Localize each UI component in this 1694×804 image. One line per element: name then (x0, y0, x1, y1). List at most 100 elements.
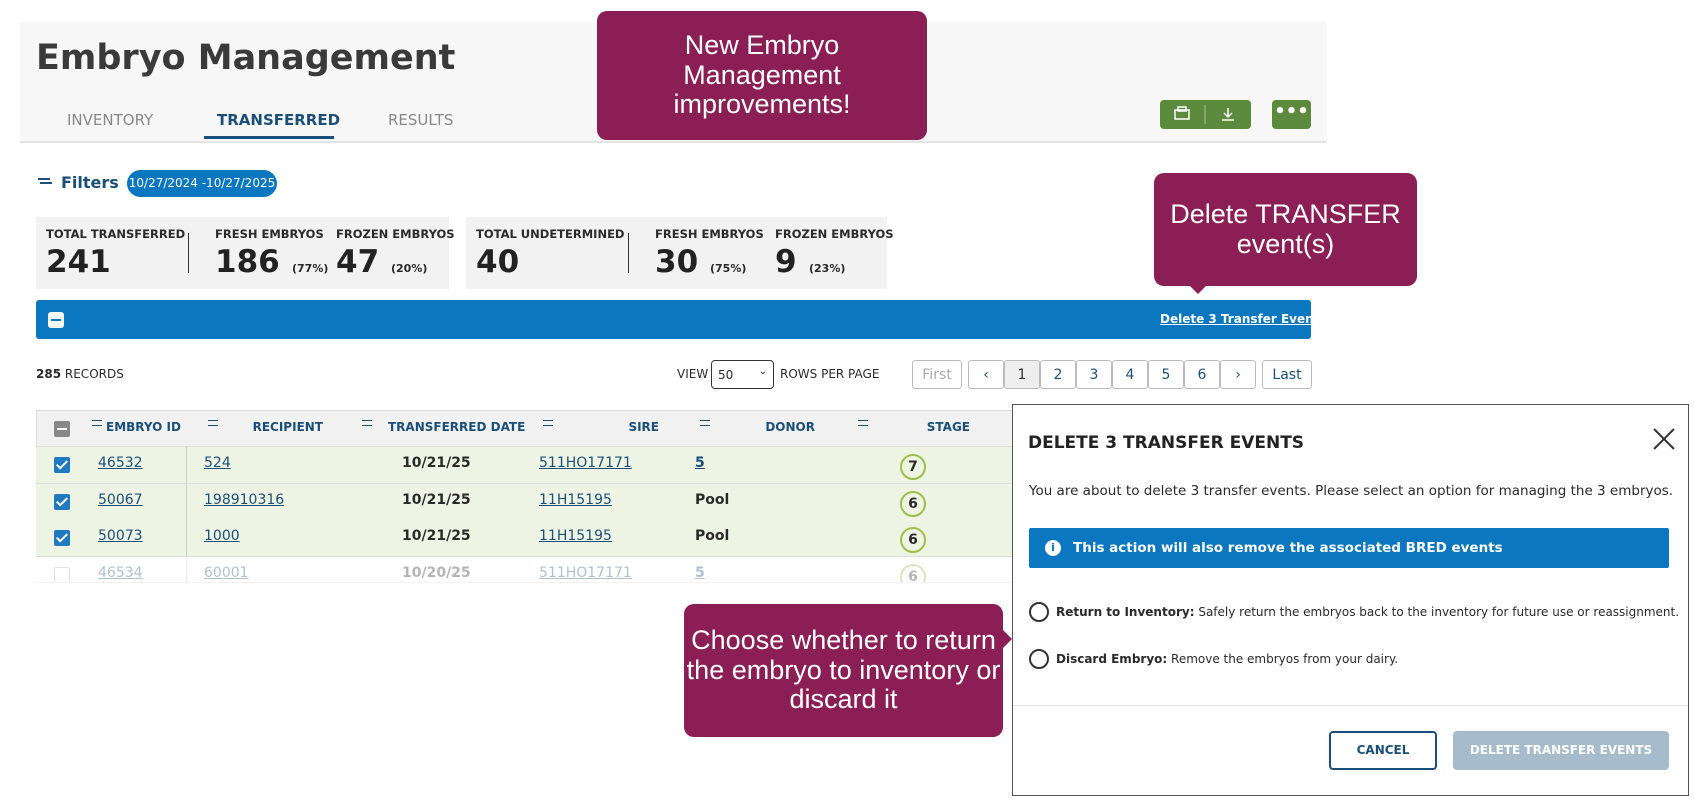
stat-label: FRESH EMBRYOS (655, 227, 764, 241)
stat-value: 47 (336, 244, 380, 280)
row-divider (186, 483, 187, 520)
records-label: RECORDS (64, 367, 124, 381)
confirm-button[interactable]: DELETE TRANSFER EVENTS (1453, 731, 1669, 770)
option-text: Remove the embryos from your dairy. (1171, 652, 1399, 666)
delete-link[interactable]: Delete 3 Transfer Events (1160, 312, 1327, 326)
column-menu[interactable] (208, 420, 218, 426)
stat-value: 241 (46, 244, 111, 280)
close-button[interactable] (1652, 427, 1676, 455)
table-row: 50067 198910316 10/21/25 11H15195 Pool 6 (36, 483, 1016, 521)
page-button[interactable]: Last (1262, 360, 1312, 389)
info-icon: i (1045, 540, 1061, 556)
stat-label: TOTAL UNDETERMINED (476, 227, 625, 241)
tab[interactable]: INVENTORY (67, 111, 154, 129)
deselect-toggle[interactable] (48, 312, 64, 328)
callout: Choose whether to return the embryo to i… (684, 604, 1003, 737)
table-cell[interactable]: 511HO17171 (539, 564, 632, 581)
date-chip[interactable]: 10/27/2024 -10/27/2025 (127, 170, 277, 197)
tab[interactable]: RESULTS (388, 111, 454, 129)
view-label: VIEW (677, 367, 709, 381)
page-button[interactable]: ‹ (968, 360, 1004, 389)
row-checkbox[interactable] (54, 530, 70, 546)
table-cell: Pool (695, 528, 730, 544)
cancel-button[interactable]: CANCEL (1329, 731, 1437, 770)
table-cell[interactable]: 60001 (204, 564, 249, 581)
stat-label: FRESH EMBRYOS (215, 227, 324, 241)
table-cell[interactable]: 11H15195 (539, 491, 612, 508)
table-cell: 5 (695, 455, 705, 471)
modal (1012, 404, 1689, 796)
stat-percent: (75%) (710, 262, 747, 275)
table-cell: 10/20/25 (402, 564, 471, 581)
radio[interactable] (1029, 649, 1049, 669)
filter-icon (38, 178, 50, 180)
stage-badge: 6 (900, 527, 926, 553)
table-cell[interactable]: 1000 (204, 528, 240, 544)
table-cell[interactable]: 50073 (98, 528, 143, 544)
selection-banner (36, 300, 1311, 339)
table-header (36, 410, 1016, 447)
column-menu[interactable] (362, 420, 372, 426)
count: 285 (36, 367, 62, 381)
column-header[interactable]: EMBRYO ID (106, 420, 181, 434)
page-button[interactable]: 4 (1112, 360, 1148, 389)
column-header[interactable]: DONOR (765, 420, 815, 434)
tab-underline (204, 136, 334, 139)
table-cell[interactable]: 511HO17171 (539, 455, 632, 471)
divider (188, 233, 189, 273)
callout-arrow (1003, 630, 1021, 648)
stat-percent: (23%) (809, 262, 846, 275)
stage-badge: 7 (900, 454, 926, 480)
row-divider (186, 556, 187, 582)
table-cell: 10/21/25 (402, 528, 471, 544)
column-header[interactable]: RECIPIENT (252, 420, 323, 434)
page-button[interactable]: First (912, 360, 962, 389)
page-button[interactable]: 2 (1040, 360, 1076, 389)
row-checkbox[interactable] (54, 566, 70, 582)
table-row: 46534 60001 10/20/25 511HO17171 5 6 (36, 556, 1016, 583)
table-cell[interactable]: 524 (204, 455, 231, 471)
records-count: 285 RECORDS (36, 367, 124, 381)
table-cell: Pool (695, 491, 730, 508)
column-header[interactable]: SIRE (628, 420, 659, 434)
column-header[interactable]: TRANSFERRED DATE (388, 420, 526, 434)
stat-label: FROZEN EMBRYOS (775, 227, 894, 241)
filters-label[interactable]: Filters (61, 173, 119, 192)
column-menu[interactable] (543, 420, 553, 426)
column-menu[interactable] (700, 420, 710, 426)
callout: New Embryo Management improvements! (597, 11, 927, 140)
column-header[interactable]: STAGE (926, 420, 970, 434)
stats-box (466, 217, 887, 289)
page-button[interactable]: 5 (1148, 360, 1184, 389)
row-checkbox[interactable] (54, 493, 70, 510)
page-button[interactable]: › (1220, 360, 1256, 389)
table-cell[interactable]: 11H15195 (539, 528, 612, 544)
modal-divider (1013, 705, 1688, 706)
table-cell[interactable]: 46532 (98, 455, 143, 471)
header-checkbox[interactable] (54, 421, 70, 437)
divider (628, 233, 629, 273)
table-cell[interactable]: 50067 (98, 491, 143, 508)
table-cell[interactable]: 46534 (98, 564, 143, 581)
stage-badge: 6 (900, 563, 926, 582)
page-button[interactable]: 6 (1184, 360, 1220, 389)
print-download-button[interactable] (1160, 100, 1251, 129)
stats-box (36, 217, 449, 289)
row-checkbox[interactable] (54, 457, 70, 473)
option-label: Discard Embryo: (1056, 652, 1168, 666)
page-button[interactable]: 1 (1004, 360, 1040, 389)
table-cell[interactable]: 198910316 (204, 491, 285, 508)
select-value: 50 (718, 368, 734, 382)
stat-value: 9 (775, 244, 797, 280)
modal-text: You are about to delete 3 transfer event… (1029, 483, 1674, 499)
info-bar (1029, 528, 1669, 568)
column-menu[interactable] (92, 420, 102, 426)
more-button[interactable]: ••• (1272, 100, 1311, 129)
rows-select[interactable]: 50 ⌄ (711, 360, 774, 389)
page-button[interactable]: 3 (1076, 360, 1112, 389)
table-cell: 5 (695, 564, 705, 581)
column-menu[interactable] (858, 420, 868, 426)
radio[interactable] (1029, 602, 1049, 622)
row-divider (186, 447, 187, 483)
tab[interactable]: TRANSFERRED (217, 111, 341, 129)
